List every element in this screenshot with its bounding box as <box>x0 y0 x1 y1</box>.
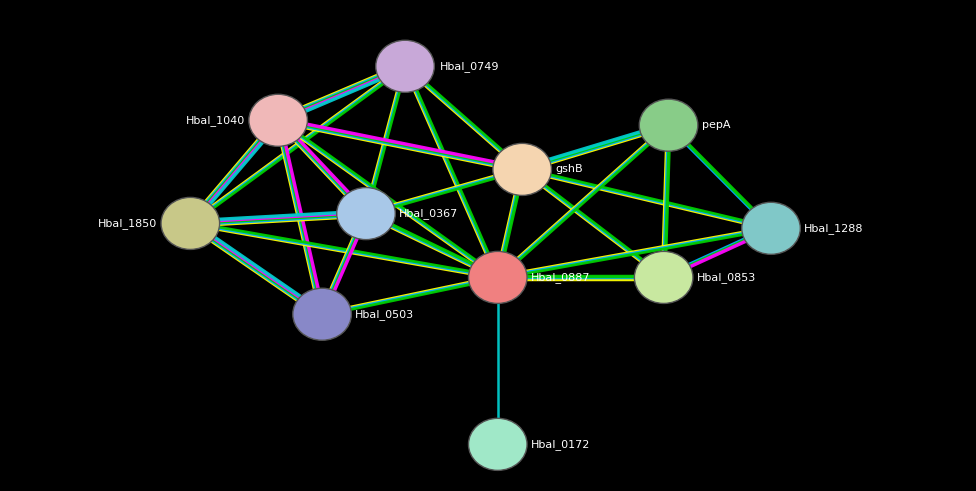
Ellipse shape <box>493 143 551 195</box>
Ellipse shape <box>634 251 693 303</box>
Text: HbaI_0749: HbaI_0749 <box>440 61 500 72</box>
Ellipse shape <box>639 99 698 151</box>
Ellipse shape <box>249 94 307 146</box>
Text: HbaI_0503: HbaI_0503 <box>355 309 415 320</box>
Text: HbaI_1850: HbaI_1850 <box>98 218 157 229</box>
Ellipse shape <box>161 197 220 249</box>
Text: pepA: pepA <box>702 120 730 130</box>
Ellipse shape <box>468 418 527 470</box>
Text: HbaI_0172: HbaI_0172 <box>531 439 590 450</box>
Text: HbaI_0887: HbaI_0887 <box>531 272 590 283</box>
Text: HbaI_1040: HbaI_1040 <box>185 115 245 126</box>
Text: HbaI_1288: HbaI_1288 <box>804 223 864 234</box>
Text: gshB: gshB <box>555 164 583 174</box>
Ellipse shape <box>293 288 351 340</box>
Ellipse shape <box>468 251 527 303</box>
Text: HbaI_0853: HbaI_0853 <box>697 272 756 283</box>
Ellipse shape <box>337 188 395 240</box>
Ellipse shape <box>742 202 800 254</box>
Text: HbaI_0367: HbaI_0367 <box>399 208 459 219</box>
Ellipse shape <box>376 40 434 92</box>
